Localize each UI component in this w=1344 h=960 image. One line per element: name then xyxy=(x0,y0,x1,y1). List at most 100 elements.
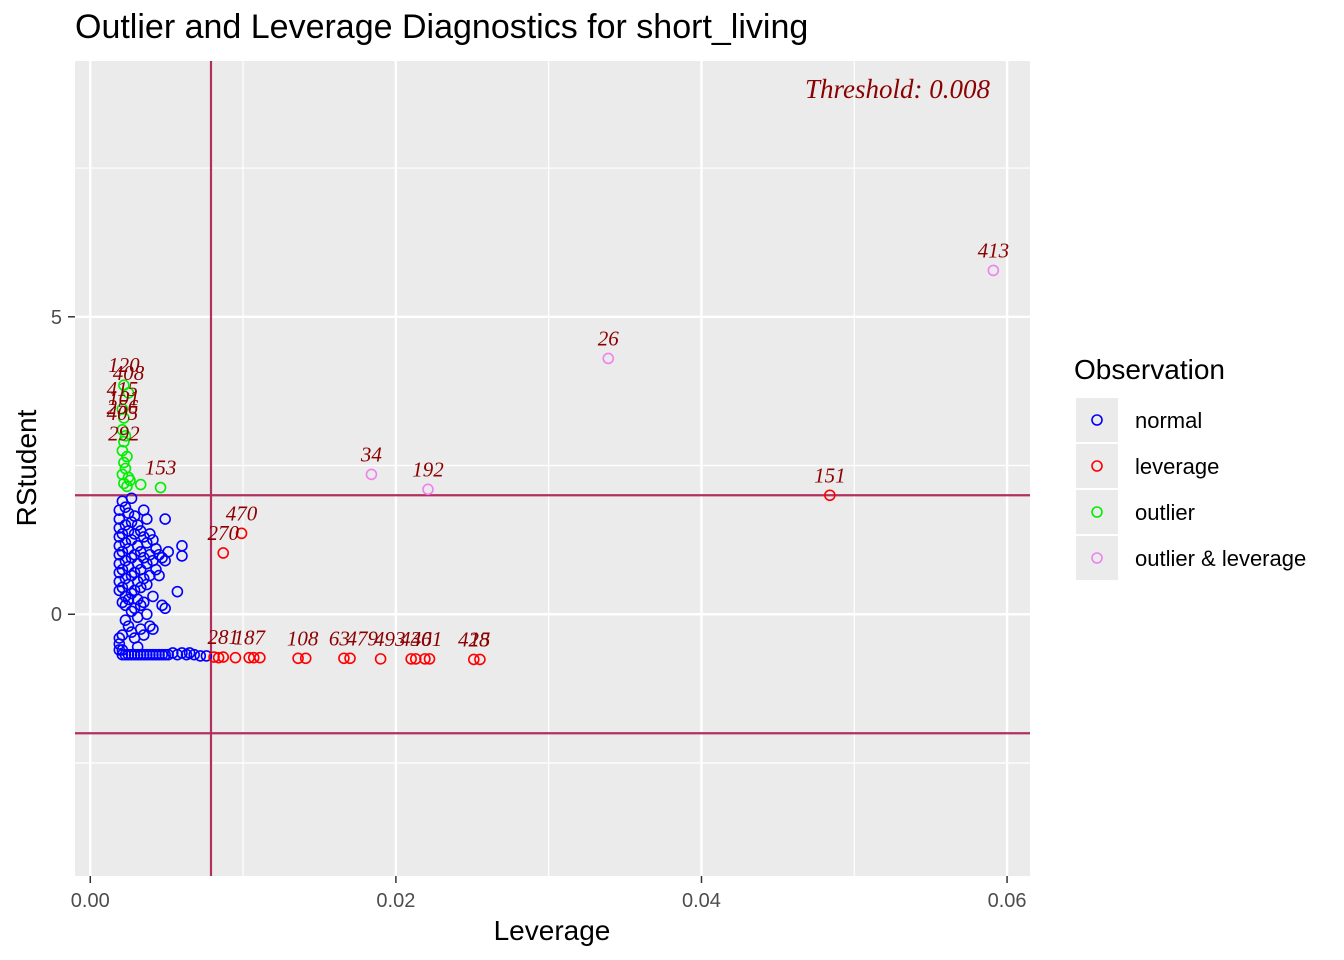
point-normal xyxy=(137,572,150,585)
point-normal xyxy=(150,543,162,555)
y-tick-label: 0 xyxy=(51,604,62,626)
point-normal xyxy=(128,648,141,661)
point-normal xyxy=(119,614,132,626)
point-normal xyxy=(156,648,168,661)
point-outlier xyxy=(118,435,130,448)
point-leverage xyxy=(405,653,417,665)
point-leverage xyxy=(344,652,356,665)
point-outlier xyxy=(119,429,132,442)
point-normal xyxy=(113,548,126,561)
point-normal xyxy=(153,569,165,582)
point-leverage xyxy=(409,653,422,665)
point-label: 187 xyxy=(233,626,266,650)
legend-key xyxy=(1076,490,1118,534)
threshold-lines xyxy=(75,61,1030,876)
point-normal xyxy=(171,585,184,598)
point-normal xyxy=(125,492,138,505)
x-tick-label: 0.04 xyxy=(682,890,721,912)
point-normal xyxy=(113,584,126,597)
point-label: 256 xyxy=(107,395,139,419)
point-outlier xyxy=(118,456,130,469)
point-label: 270 xyxy=(207,521,239,545)
point-normal xyxy=(147,648,159,661)
point-label: 415 xyxy=(107,377,139,401)
point-outlier xyxy=(116,403,129,415)
point-outlier-leverage xyxy=(602,352,615,365)
point-normal xyxy=(176,550,188,562)
x-tick-label: 0.02 xyxy=(376,890,415,912)
point-normal xyxy=(125,587,138,600)
point-normal xyxy=(131,593,144,606)
point-normal xyxy=(144,648,156,661)
point-label: 413 xyxy=(978,238,1010,262)
point-normal xyxy=(119,519,132,531)
point-normal xyxy=(125,605,138,618)
point-leverage xyxy=(208,651,220,663)
point-leverage xyxy=(468,653,480,666)
point-normal xyxy=(119,537,132,549)
point-outlier xyxy=(121,450,133,463)
point-label: 26 xyxy=(598,326,620,350)
legend-label: normal xyxy=(1135,408,1202,433)
point-leverage xyxy=(474,653,486,666)
point-normal xyxy=(153,648,165,661)
point-label: 281 xyxy=(207,625,239,649)
point-normal xyxy=(156,599,168,612)
point-normal xyxy=(144,620,156,632)
point-normal xyxy=(125,569,138,582)
x-tick-label: 0.06 xyxy=(988,890,1027,912)
point-normal xyxy=(159,602,171,615)
point-normal xyxy=(141,608,153,621)
point-label: 430 xyxy=(400,627,432,651)
point-normal xyxy=(113,566,126,579)
point-label: 493 xyxy=(374,627,406,651)
point-normal xyxy=(141,513,153,525)
point-outlier xyxy=(118,477,130,490)
legend-key xyxy=(1076,536,1118,580)
point-normal xyxy=(159,513,171,525)
point-normal xyxy=(125,534,138,546)
point-leverage xyxy=(229,651,242,664)
legend-label: outlier & leverage xyxy=(1135,546,1306,571)
point-label: 108 xyxy=(287,626,319,650)
point-leverage xyxy=(374,653,387,665)
point-normal xyxy=(131,641,144,653)
legend-key xyxy=(1076,398,1118,442)
point-outlier xyxy=(116,424,129,436)
point-normal xyxy=(134,599,147,612)
point-normal xyxy=(119,501,132,513)
point-label: 34 xyxy=(360,442,383,466)
point-normal xyxy=(116,648,129,661)
point-outlier xyxy=(154,481,167,494)
point-normal xyxy=(147,590,159,603)
point-normal xyxy=(119,554,132,567)
legend-marker xyxy=(1091,414,1103,426)
point-outlier xyxy=(124,474,136,487)
legend-label: leverage xyxy=(1135,454,1219,479)
data-points xyxy=(113,264,1000,666)
point-normal xyxy=(159,648,171,661)
point-normal xyxy=(122,620,135,632)
point-normal xyxy=(194,650,207,662)
point-normal xyxy=(131,648,144,661)
point-normal xyxy=(119,572,132,585)
y-tick-label: 5 xyxy=(51,307,62,329)
legend-marker xyxy=(1091,506,1103,518)
y-axis-title: RStudent xyxy=(11,409,42,526)
legend: Observation normal leverage outlier outlier… xyxy=(1074,354,1306,580)
point-normal xyxy=(144,528,156,540)
point-normal xyxy=(188,648,200,661)
chart-title: Outlier and Leverage Diagnostics for sho… xyxy=(75,8,808,46)
point-label: 428 xyxy=(458,627,490,651)
point-leverage xyxy=(235,527,248,540)
point-normal xyxy=(119,648,132,661)
x-axis-title: Leverage xyxy=(494,915,611,946)
point-label: 292 xyxy=(108,422,140,446)
point-normal xyxy=(137,629,150,641)
point-label: 405 xyxy=(107,401,139,425)
point-normal xyxy=(131,519,144,531)
point-outlier xyxy=(116,468,129,481)
legend-marker xyxy=(1091,460,1103,472)
point-normal xyxy=(125,551,138,564)
